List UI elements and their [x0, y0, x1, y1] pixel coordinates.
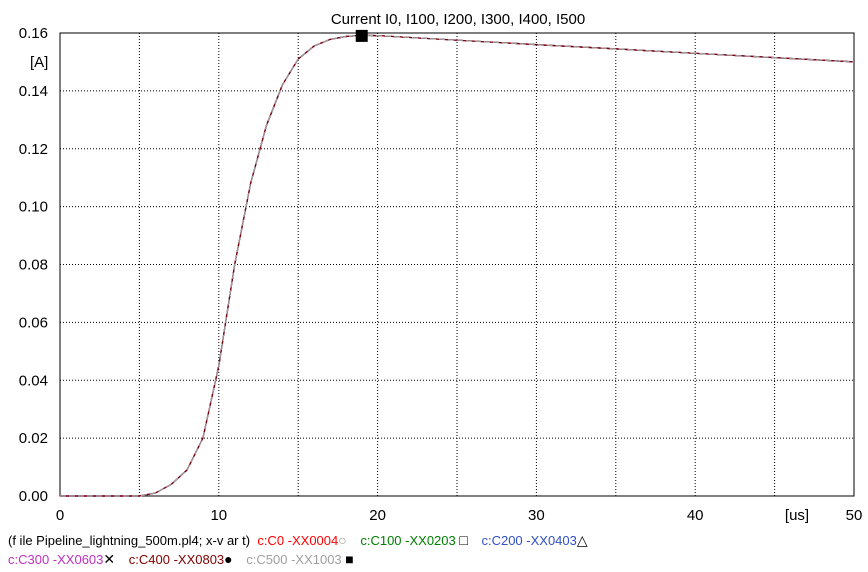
x-tick-label: 0: [56, 507, 64, 524]
x-tick-label: 30: [528, 507, 545, 524]
legend-item-c200: c:C200 -XX0403: [481, 533, 577, 548]
x-tick-label: 50: [846, 507, 863, 524]
chart: Current I0, I100, I200, I300, I400, I500…: [19, 11, 863, 524]
circle-filled-icon: ●: [224, 551, 233, 567]
y-tick-label: 0.14: [19, 83, 48, 100]
legend-file-info: (f ile Pipeline_lightning_500m.pl4; x-v …: [8, 533, 251, 548]
x-tick-label: 20: [369, 507, 386, 524]
series-lines: [60, 34, 855, 497]
chart-title: Current I0, I100, I200, I300, I400, I500: [331, 11, 585, 28]
legend-item-c500: c:C500 -XX1003: [246, 552, 342, 567]
square-filled-icon: ■: [345, 551, 354, 567]
legend-item-c400: c:C400 -XX0803: [128, 552, 225, 567]
y-tick-label: 0.00: [19, 488, 48, 505]
y-tick-label: 0.16: [19, 25, 48, 42]
circle-open-icon: ○: [338, 532, 347, 548]
x-axis-unit-bg: [770, 502, 810, 520]
x-tick-label: 40: [687, 507, 704, 524]
legend-item-c100: c:C100 -XX0203: [360, 533, 456, 548]
y-tick-labels: 0.00 0.02 0.04 0.06 0.08 0.10 0.12 0.14 0.16: [19, 25, 48, 505]
peak-marker: [355, 29, 368, 42]
series-line: [60, 34, 855, 497]
legend-item-c0: c:C0 -XX0004: [257, 533, 339, 548]
x-tick-label: 10: [210, 507, 227, 524]
plot-frame: [59, 32, 855, 497]
triangle-open-icon: △: [576, 532, 588, 548]
legend-row-2: c:C300 -XX0603✕ c:C400 -XX0803● c:C500 -…: [8, 551, 364, 568]
grid: [60, 33, 854, 496]
y-tick-label: 0.04: [19, 372, 48, 389]
x-tick-labels: 0 10 20 30 40 50: [56, 507, 863, 524]
legend-item-c300: c:C300 -XX0603: [8, 552, 104, 567]
peak-marker-square: [355, 29, 368, 42]
x-axis-unit: [us]: [785, 507, 809, 524]
square-open-icon: □: [459, 532, 468, 548]
y-tick-label: 0.02: [19, 430, 48, 447]
y-tick-label: 0.06: [19, 314, 48, 331]
legend-row-1: (f ile Pipeline_lightning_500m.pl4; x-v …: [8, 532, 598, 549]
y-tick-label: 0.10: [19, 199, 48, 216]
y-axis-unit: [A]: [30, 54, 48, 71]
y-tick-label: 0.12: [19, 141, 48, 158]
x-mark-icon: ✕: [103, 551, 116, 567]
y-tick-label: 0.08: [19, 257, 48, 274]
